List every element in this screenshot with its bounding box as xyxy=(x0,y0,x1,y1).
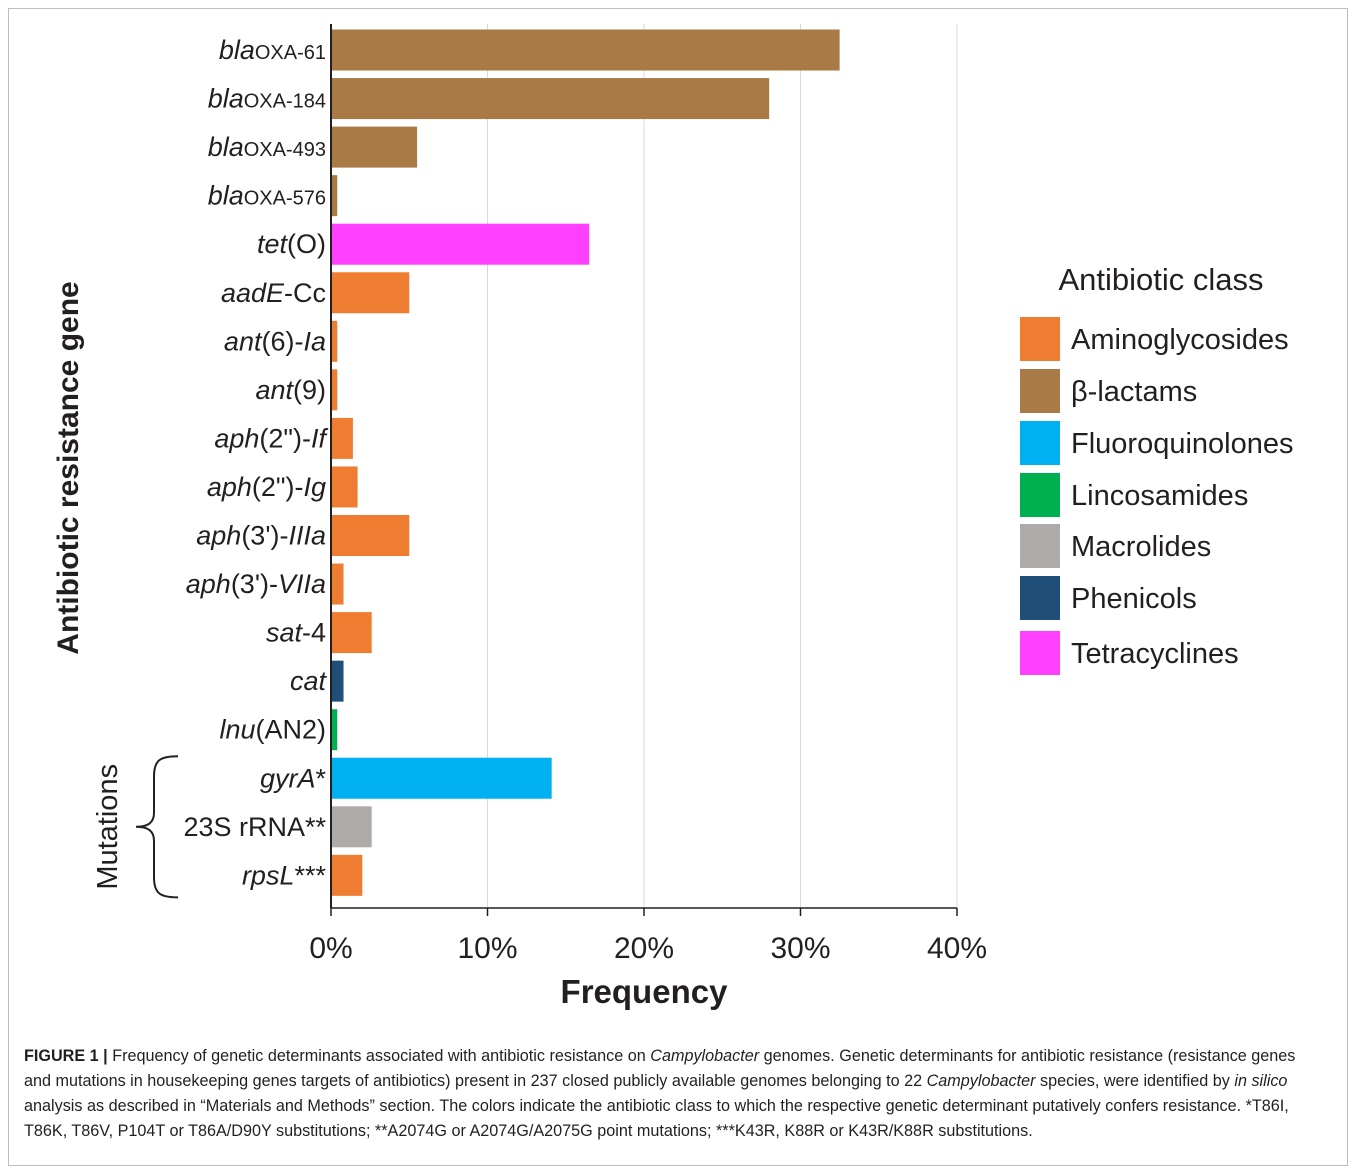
category-label: ant(9) xyxy=(255,375,326,405)
category-label: blaOXA-184 xyxy=(208,84,326,114)
bar xyxy=(331,854,363,896)
category-label: sat-4 xyxy=(266,618,326,648)
mutations-bracket xyxy=(135,755,179,899)
category-label: cat xyxy=(290,666,328,696)
bar xyxy=(331,272,410,314)
caption-text: in silico xyxy=(1234,1072,1288,1090)
category-label: tet(O) xyxy=(257,229,326,259)
category-label: 23S rRNA** xyxy=(183,812,326,842)
x-tick-label: 0% xyxy=(309,932,352,965)
legend-label: Macrolides xyxy=(1071,531,1211,563)
bar xyxy=(331,417,353,459)
bar xyxy=(331,126,418,168)
category-label: gyrA* xyxy=(260,763,327,793)
bar xyxy=(331,29,840,71)
bar-chart: blaOXA-61 blaOXA-184 blaOXA-493 blaOXA-576 t… xyxy=(52,24,1293,1010)
x-tick-label: 20% xyxy=(614,932,674,965)
x-axis-title: Frequency xyxy=(561,973,729,1010)
caption-text: Frequency of genetic determinants associ… xyxy=(112,1047,651,1065)
caption-text: Campylobacter xyxy=(650,1047,760,1065)
legend-label: Tetracyclines xyxy=(1071,638,1239,670)
bar xyxy=(331,466,358,508)
bar xyxy=(331,806,372,848)
bar xyxy=(331,612,372,654)
category-label: lnu(AN2) xyxy=(219,715,326,745)
legend-label: β-lactams xyxy=(1071,376,1197,408)
legend-swatch xyxy=(1020,421,1060,465)
x-tick-label: 30% xyxy=(770,932,830,965)
bar xyxy=(331,320,338,362)
caption-text: genomes. Genetic determinants for antibi… xyxy=(24,1047,1296,1090)
legend-swatch xyxy=(1020,317,1060,361)
legend-title: Antibiotic class xyxy=(1058,262,1263,297)
category-label: aadE-Cc xyxy=(221,278,326,308)
mutations-label: Mutations xyxy=(92,764,124,890)
bar xyxy=(331,78,770,120)
y-axis-title: Antibiotic resistance gene xyxy=(52,281,85,654)
caption-text: species, were identified by xyxy=(1035,1072,1235,1090)
legend-swatch xyxy=(1020,473,1060,517)
x-tick-label: 10% xyxy=(457,932,517,965)
category-label: aph(3')-VIIa xyxy=(186,569,326,599)
category-label: aph(2")-Ig xyxy=(207,472,326,502)
bar xyxy=(331,223,590,265)
figure-frame xyxy=(8,8,1348,1166)
category-label: blaOXA-61 xyxy=(219,35,326,65)
legend-swatch xyxy=(1020,576,1060,620)
category-label: aph(3')-IIIa xyxy=(196,521,326,551)
legend-label: Aminoglycosides xyxy=(1071,324,1289,356)
legend-swatch xyxy=(1020,369,1060,413)
category-label: blaOXA-576 xyxy=(208,181,326,211)
legend-label: Fluoroquinolones xyxy=(1071,428,1293,460)
legend-swatch xyxy=(1020,524,1060,568)
bar xyxy=(331,369,338,411)
bar xyxy=(331,515,410,556)
caption-text: Campylobacter xyxy=(926,1072,1036,1090)
category-label: aph(2")-If xyxy=(214,423,328,453)
bar xyxy=(331,660,344,702)
bar xyxy=(331,563,344,605)
legend-label: Lincosamides xyxy=(1071,480,1248,512)
caption-text: analysis as described in “Materials and … xyxy=(24,1097,1289,1140)
caption-text: FIGURE 1 | xyxy=(24,1047,113,1065)
bar xyxy=(331,709,338,751)
category-label: blaOXA-493 xyxy=(208,132,326,162)
bar xyxy=(331,757,552,799)
category-label: rpsL*** xyxy=(242,860,327,890)
legend-swatch xyxy=(1020,631,1060,675)
legend-label: Phenicols xyxy=(1071,583,1197,615)
bar xyxy=(331,175,338,217)
category-label: ant(6)-Ia xyxy=(224,326,326,356)
figure-caption: FIGURE 1 | Frequency of genetic determin… xyxy=(24,1044,1324,1144)
x-tick-label: 40% xyxy=(927,932,987,965)
